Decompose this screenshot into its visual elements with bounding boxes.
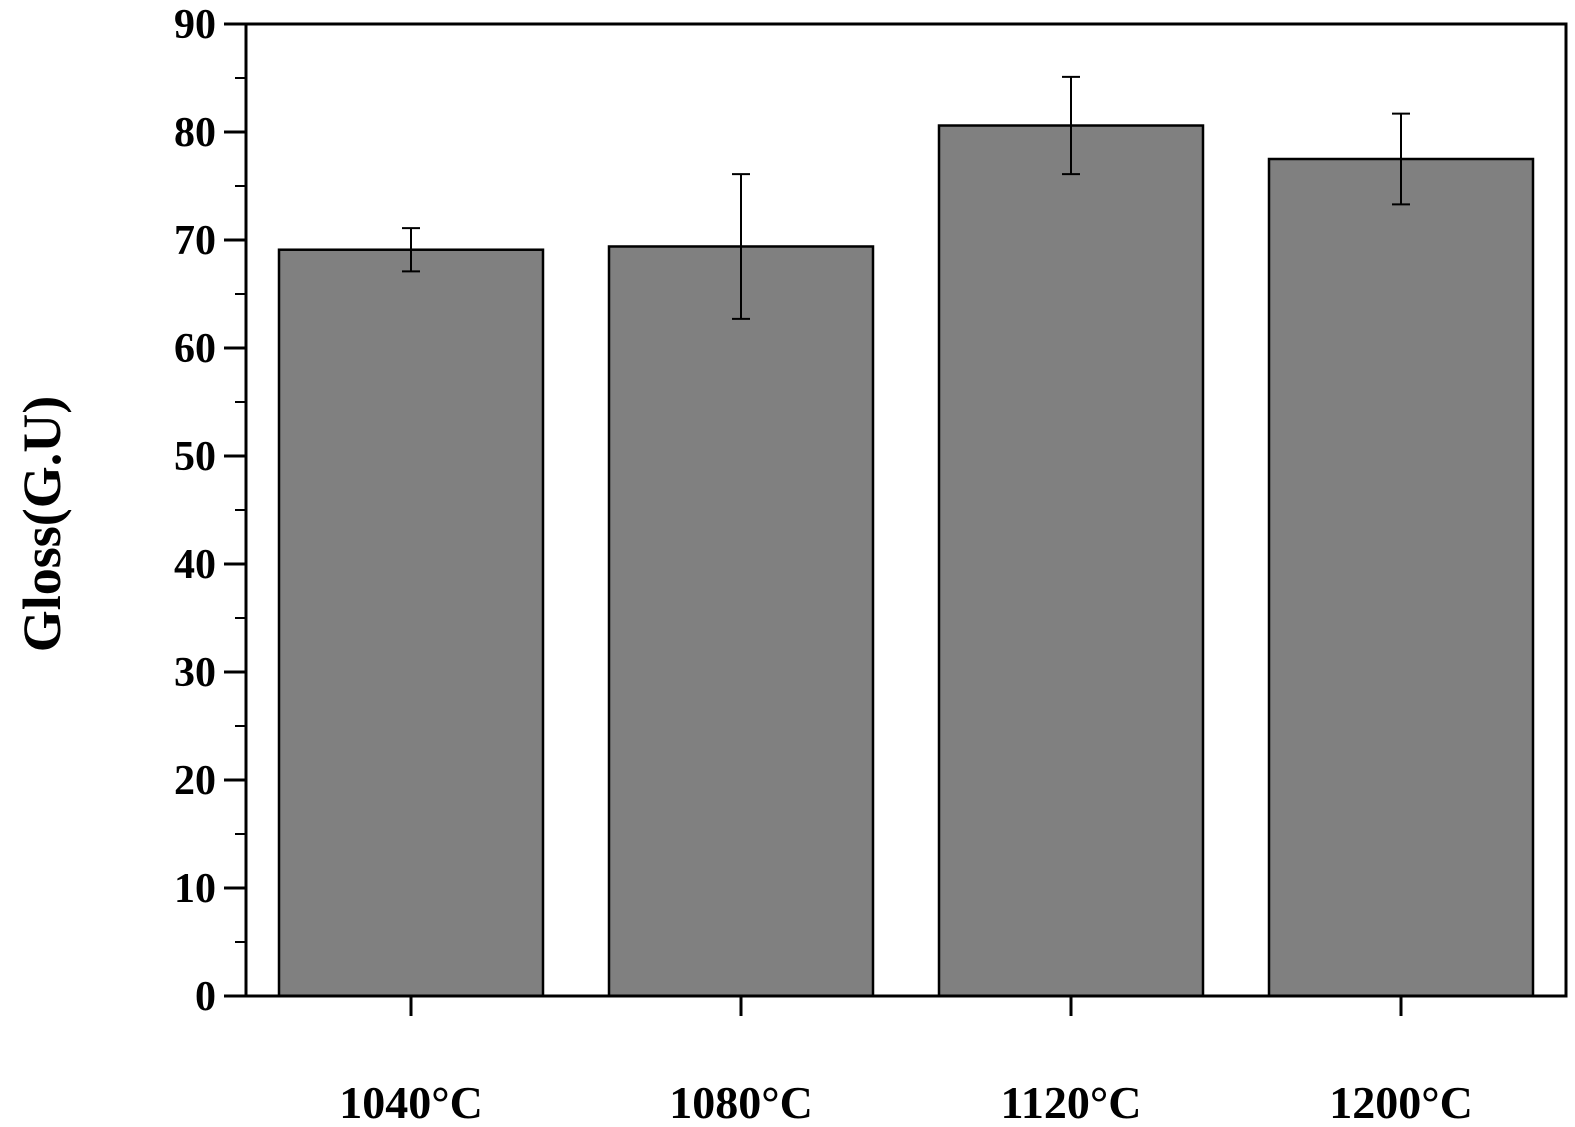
x-tick-label-4: 1200°C [1329,1077,1473,1127]
y-tick-label-40: 40 [174,542,216,588]
y-tick-label-10: 10 [174,866,216,912]
bars-group [277,124,1535,998]
y-tick-label-20: 20 [174,758,216,804]
bar-2 [607,245,875,998]
y-tick-label-90: 90 [174,2,216,48]
x-axis-ticks: 1040°C 1080°C 1120°C 1200°C [339,996,1473,1127]
bar-1 [277,248,545,998]
y-axis-ticks: 0 10 20 30 40 50 60 70 80 90 [174,2,246,1020]
y-tick-label-30: 30 [174,650,216,696]
bar-4 [1267,157,1535,998]
y-tick-label-70: 70 [174,218,216,264]
x-tick-label-3: 1120°C [1000,1077,1141,1127]
x-tick-label-1: 1040°C [339,1077,483,1127]
error-bars-group [402,75,1410,320]
bar-3 [937,124,1205,998]
y-tick-label-60: 60 [174,326,216,372]
y-tick-label-50: 50 [174,434,216,480]
x-tick-label-2: 1080°C [669,1077,813,1127]
y-tick-label-0: 0 [195,974,216,1020]
y-tick-label-80: 80 [174,110,216,156]
y-axis-title: Gloss(G.U) [12,396,72,653]
